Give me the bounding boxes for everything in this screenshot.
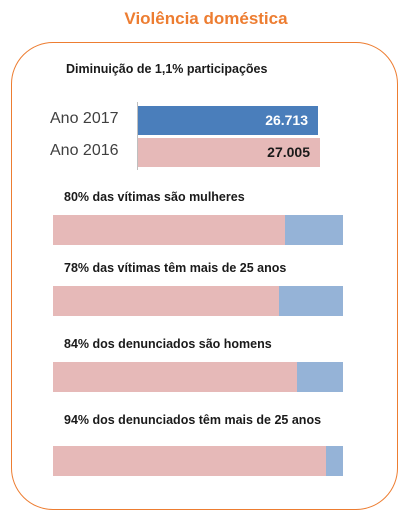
stat-bar-victims-over-25-primary-segment [53, 286, 280, 316]
stat-bar-accused-men [53, 362, 343, 392]
bar-2016-value-label: 27.005 [267, 144, 310, 160]
content-panel [11, 42, 398, 510]
stat-bar-victims-over-25 [53, 286, 343, 316]
stat-label-accused-over-25: 94% dos denunciados têm mais de 25 anos [64, 413, 322, 427]
stat-bar-victims-women [53, 215, 343, 245]
stat-label-victims-over-25: 78% das vítimas têm mais de 25 anos [64, 261, 287, 275]
stat-bar-accused-men-primary-segment [53, 362, 297, 392]
bar-2017: 26.713 [137, 106, 319, 135]
stat-bar-accused-men-remainder-segment [296, 362, 343, 392]
stat-bar-victims-women-primary-segment [53, 215, 285, 245]
category-axis-line [137, 102, 138, 170]
stat-label-accused-men: 84% dos denunciados são homens [64, 337, 272, 351]
stat-bar-victims-women-remainder-segment [285, 215, 343, 245]
bar-2016: 27.005 [137, 138, 320, 167]
stat-bar-accused-over-25-remainder-segment [325, 446, 343, 476]
stat-bar-victims-over-25-remainder-segment [279, 286, 343, 316]
infographic-title: Violência doméstica [124, 9, 288, 28]
year-label-2017: Ano 2017 [50, 110, 119, 127]
stat-bar-accused-over-25 [53, 446, 343, 476]
bar-2017-value-label: 26.713 [265, 112, 309, 128]
participations-chart-title: Diminuição de 1,1% participações [66, 62, 268, 76]
year-label-2016: Ano 2016 [50, 142, 119, 159]
stat-label-victims-women: 80% das vítimas são mulheres [64, 190, 245, 204]
stat-bar-accused-over-25-primary-segment [53, 446, 326, 476]
